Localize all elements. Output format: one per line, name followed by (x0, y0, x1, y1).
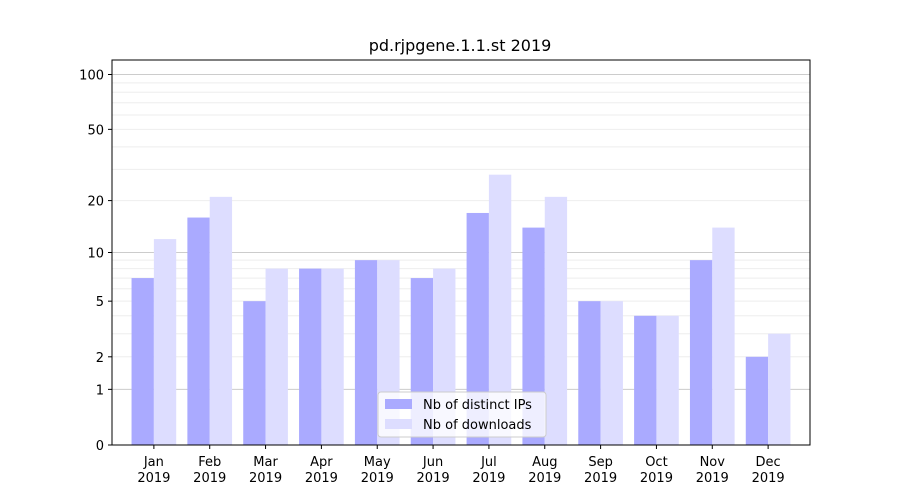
bar-ips (522, 227, 545, 445)
bar-downloads (488, 174, 512, 446)
bar-ips (299, 268, 322, 445)
y-tick-label: 1 (96, 383, 104, 398)
x-tick-label-year: 2019 (361, 471, 394, 486)
bar-downloads (153, 239, 177, 445)
x-tick-label: May (364, 455, 391, 470)
bar-ips (689, 260, 713, 445)
x-tick-label: Sep (588, 455, 613, 470)
bar-ips (745, 356, 769, 445)
bar-downloads (656, 315, 679, 445)
x-tick-label: Oct (645, 455, 667, 470)
x-tick-label-year: 2019 (640, 471, 673, 486)
x-tick-label: Jul (480, 455, 497, 470)
x-tick-label-year: 2019 (249, 471, 282, 486)
x-tick-label: Jan (143, 455, 164, 470)
bar-ips (634, 315, 657, 445)
x-tick-label-year: 2019 (417, 471, 450, 486)
legend-label: Nb of downloads (423, 418, 532, 433)
x-tick-label-year: 2019 (584, 471, 617, 486)
y-axis: 0 1 2 5 10 20 50 100 (79, 69, 112, 454)
x-axis: Jan2019Feb2019Mar2019Apr2019May2019Jun20… (137, 445, 785, 486)
bar-downloads (712, 227, 735, 445)
y-tick-label: 10 (87, 247, 104, 262)
x-tick-label: Aug (532, 455, 557, 470)
x-tick-label-year: 2019 (752, 471, 785, 486)
y-tick-label: 20 (87, 195, 104, 210)
y-tick-label: 2 (96, 351, 104, 366)
chart-title: pd.rjpgene.1.1.st 2019 (369, 36, 552, 55)
bar-downloads (321, 268, 344, 445)
y-tick-label: 100 (79, 69, 104, 84)
x-tick-label-year: 2019 (472, 471, 505, 486)
bar-downloads (600, 301, 623, 445)
bar-downloads (768, 333, 791, 445)
x-tick-label: Nov (700, 455, 726, 470)
x-tick-label: Apr (310, 455, 333, 470)
legend-box (377, 391, 547, 438)
bar-ips (354, 260, 378, 445)
x-tick-label-year: 2019 (528, 471, 561, 486)
y-tick-label: 5 (96, 295, 104, 310)
x-tick-label-year: 2019 (137, 471, 170, 486)
x-tick-label-year: 2019 (193, 471, 226, 486)
x-tick-label: Feb (198, 455, 221, 470)
y-tick-label: 0 (96, 439, 104, 454)
legend-label: Nb of distinct IPs (423, 398, 532, 413)
x-tick-label: Jun (422, 455, 443, 470)
bar-downloads (209, 196, 233, 445)
bar-ips (187, 217, 210, 445)
legend-swatch (385, 419, 412, 429)
bar-downloads (544, 196, 568, 445)
y-tick-label: 50 (87, 123, 104, 138)
legend-swatch (385, 399, 412, 409)
bar-ips (578, 301, 601, 445)
x-tick-label: Dec (756, 455, 781, 470)
bar-ips (243, 301, 266, 445)
legend: Nb of distinct IPs Nb of downloads (377, 391, 547, 438)
bar-ips (131, 278, 154, 445)
bar-downloads (265, 268, 288, 445)
x-tick-label-year: 2019 (696, 471, 729, 486)
bar-ips (466, 212, 489, 445)
x-tick-label-year: 2019 (305, 471, 338, 486)
x-tick-label: Mar (253, 455, 278, 470)
